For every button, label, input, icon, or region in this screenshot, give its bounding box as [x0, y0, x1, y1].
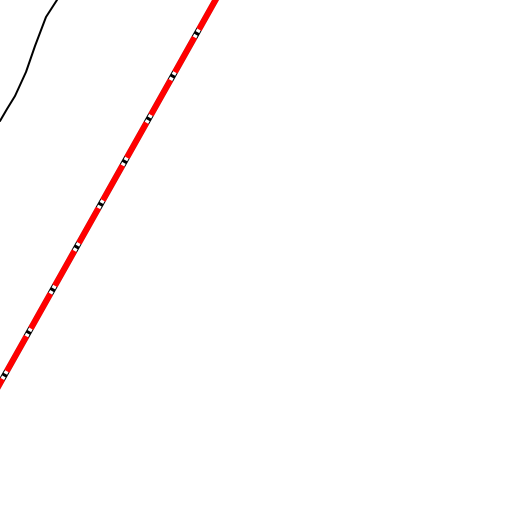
boundary-line: [0, 0, 58, 122]
railway-line-red-dashes: [0, 0, 219, 390]
